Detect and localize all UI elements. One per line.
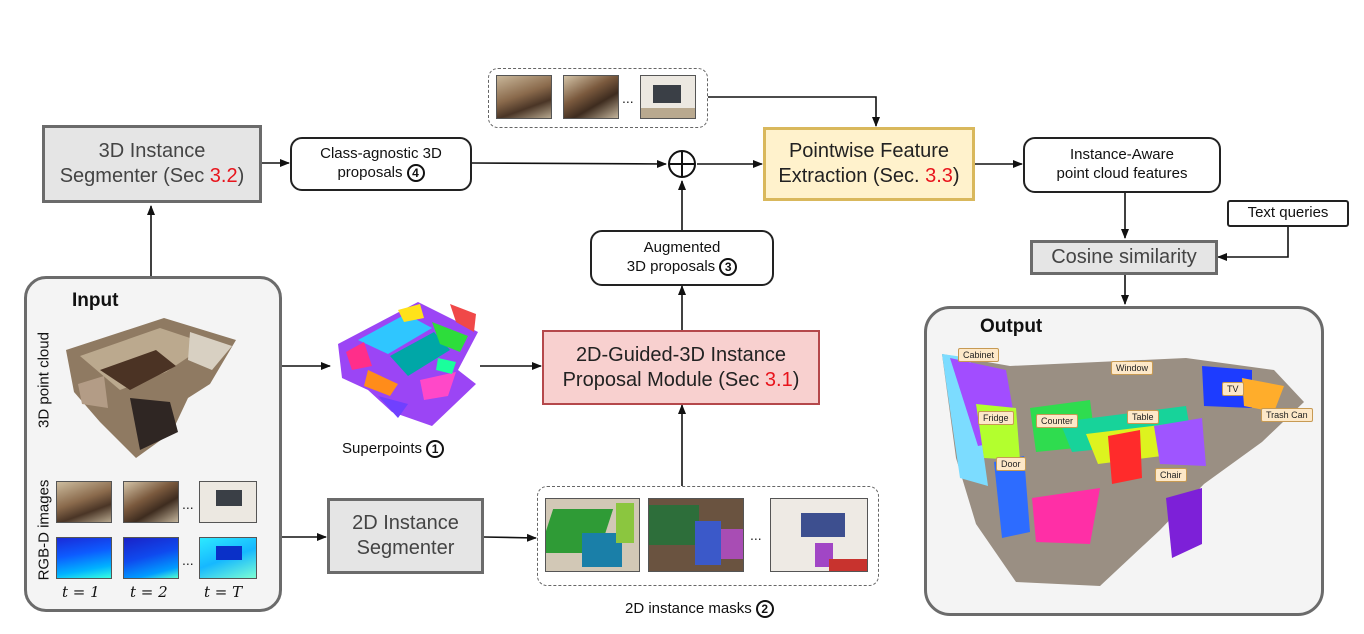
text-queries-label: Text queries — [1247, 204, 1329, 222]
step-4-badge: 4 — [406, 164, 425, 183]
guided-line2: Proposal Module (Sec — [562, 368, 765, 391]
t-label-1: t = 1 — [62, 583, 100, 601]
seg2d-line1: 2D Instance — [352, 512, 459, 534]
output-label-trash-can: Trash Can — [1261, 408, 1313, 422]
augmented-box: Augmented 3D proposals 3 — [590, 230, 774, 286]
pointwise-close: ) — [952, 165, 960, 187]
masks-group — [537, 486, 879, 586]
t-label-2: t = 2 — [130, 583, 168, 601]
instance-aware-line1: Instance-Aware — [1070, 146, 1174, 164]
depth-ellipsis: ... — [182, 552, 194, 568]
seg2d-box: 2D Instance Segmenter — [327, 498, 484, 574]
top-frame-2 — [563, 75, 619, 119]
top-frames-ellipsis: ... — [622, 90, 634, 106]
arrow-textqueries-to-cosine — [1217, 227, 1289, 261]
guided-line1: 2D-Guided-3D Instance — [575, 343, 787, 366]
output-segmented-scene — [942, 354, 1304, 586]
output-label-tv: TV — [1222, 382, 1244, 396]
output-label-counter: Counter — [1036, 414, 1079, 428]
pointwise-box: Pointwise Feature Extraction (Sec. 3.3) — [763, 127, 975, 201]
input-title: Input — [72, 290, 119, 311]
step-1-badge: 1 — [426, 440, 445, 459]
superpoints-image — [338, 302, 478, 426]
tv-screen-thumb — [653, 85, 681, 103]
class-agnostic-line1: Class-agnostic 3D — [320, 145, 442, 163]
superpoints-label: Superpoints — [342, 440, 423, 457]
seg3d-line1: 3D Instance — [98, 140, 206, 162]
mask-frame-3 — [770, 498, 868, 572]
seg3d-close: ) — [237, 165, 245, 187]
rgb-frame-3 — [199, 481, 257, 523]
arrow-frames-to-pointwise — [708, 96, 880, 127]
instance-aware-box: Instance-Aware point cloud features — [1023, 137, 1221, 193]
input-side-point-cloud: 3D point cloud — [35, 332, 53, 428]
guided-close: ) — [792, 368, 800, 391]
superpoints-caption: Superpoints 1 — [342, 440, 445, 459]
mask-frame-1 — [545, 498, 640, 572]
input-point-cloud-image — [66, 318, 236, 458]
output-label-door: Door — [996, 457, 1026, 471]
top-frame-3 — [640, 75, 696, 119]
output-label-table: Table — [1127, 410, 1159, 424]
top-frame-1 — [496, 75, 552, 119]
class-agnostic-box: Class-agnostic 3D proposals 4 — [290, 137, 472, 191]
mask-frame-2 — [648, 498, 744, 572]
masks-caption: 2D instance masks 2 — [625, 600, 774, 619]
depth-frame-1 — [56, 537, 112, 579]
top-frames-group — [488, 68, 708, 128]
guided-box: 2D-Guided-3D Instance Proposal Module (S… — [542, 330, 820, 405]
seg3d-ref: 3.2 — [209, 165, 238, 187]
t-label-3: t = T — [204, 583, 243, 601]
augmented-line2: 3D proposals — [626, 258, 716, 275]
class-agnostic-line2: proposals — [337, 164, 403, 181]
arrow-seg2d-to-masks — [483, 533, 537, 542]
depth-frame-2 — [123, 537, 179, 579]
text-queries-box: Text queries — [1227, 200, 1349, 227]
masks-label: 2D instance masks — [625, 600, 752, 617]
seg3d-line2: Segmenter (Sec — [59, 165, 210, 187]
rgb-ellipsis: ... — [182, 496, 194, 512]
pointwise-ref: 3.3 — [925, 165, 953, 187]
masks-ellipsis: ... — [750, 527, 762, 543]
arrow-classagnostic-to-oplus — [471, 159, 667, 168]
output-label-chair: Chair — [1155, 468, 1187, 482]
pointwise-line2: Extraction (Sec. — [778, 165, 926, 187]
output-label-fridge: Fridge — [978, 411, 1014, 425]
seg2d-line2: Segmenter — [356, 537, 455, 559]
step-3-badge: 3 — [719, 258, 738, 277]
pointwise-line1: Pointwise Feature — [788, 140, 950, 162]
feature-fusion-oplus — [668, 150, 696, 178]
rgb-frame-2 — [123, 481, 179, 523]
guided-ref: 3.1 — [764, 368, 793, 391]
input-side-rgbd: RGB-D images — [35, 479, 53, 581]
output-label-window: Window — [1111, 361, 1154, 375]
cosine-box: Cosine similarity — [1030, 240, 1218, 275]
step-2-badge: 2 — [755, 600, 774, 619]
output-label-cabinet: Cabinet — [958, 348, 1000, 362]
floor-thumb — [641, 108, 695, 118]
cosine-label: Cosine similarity — [1051, 246, 1197, 268]
augmented-line1: Augmented — [643, 239, 721, 257]
seg3d-box: 3D Instance Segmenter (Sec 3.2) — [42, 125, 262, 203]
depth-frame-3 — [199, 537, 257, 579]
output-title: Output — [980, 316, 1043, 337]
instance-aware-line2: point cloud features — [1056, 165, 1188, 182]
rgb-frame-1 — [56, 481, 112, 523]
